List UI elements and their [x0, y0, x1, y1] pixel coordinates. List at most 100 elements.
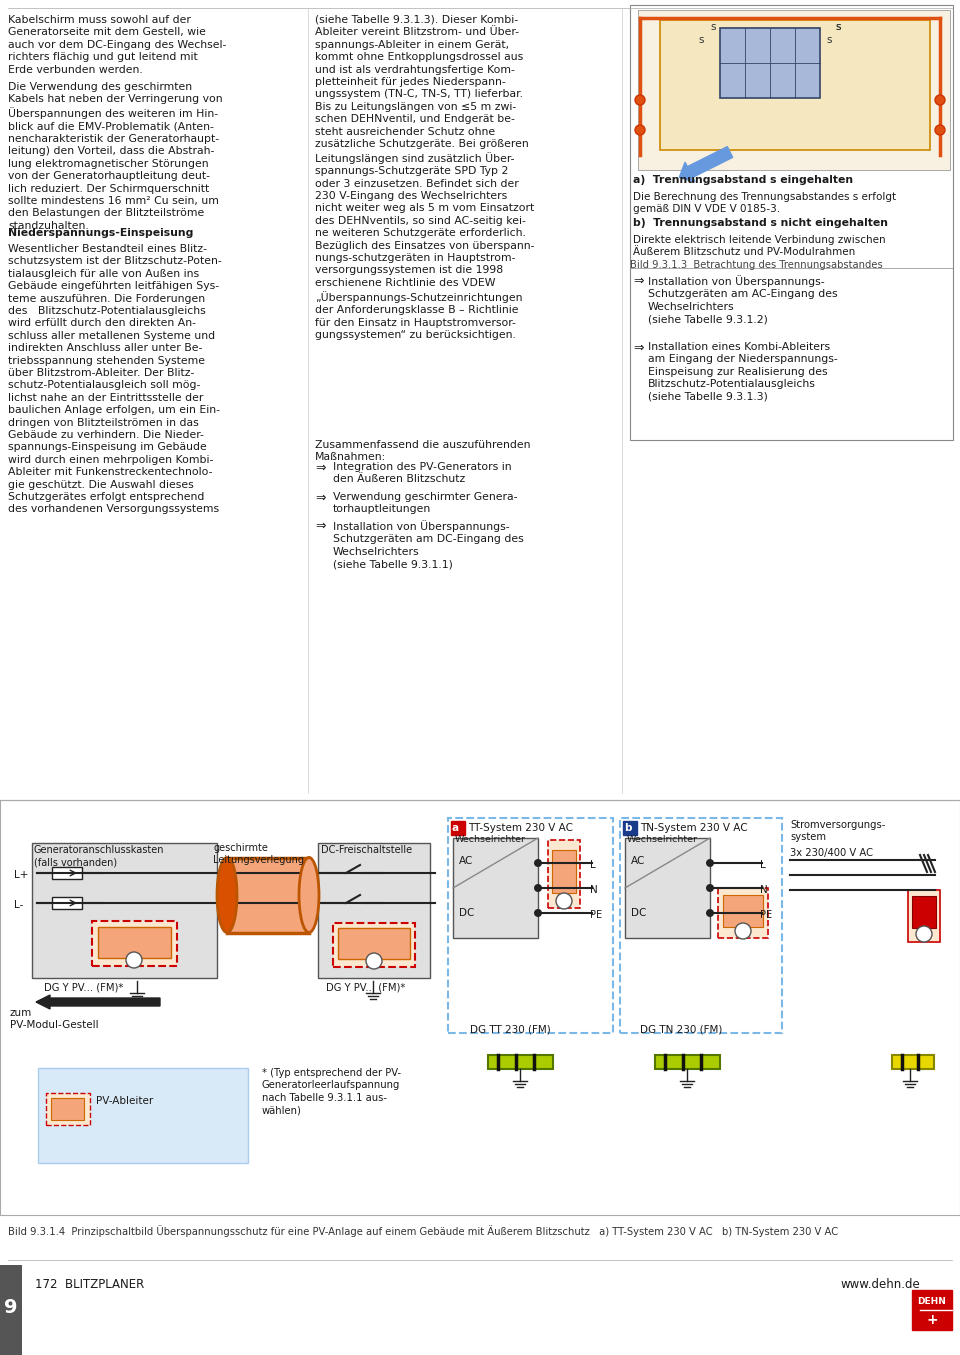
Text: zum: zum [10, 1008, 33, 1018]
Text: Bild 9.3.1.3  Betrachtung des Trennungsabstandes: Bild 9.3.1.3 Betrachtung des Trennungsab… [630, 260, 883, 270]
Text: 1: 1 [371, 954, 377, 963]
Circle shape [534, 883, 542, 892]
Text: Wesentlicher Bestandteil eines Blitz-
schutzsystem ist der Blitzschutz-Poten-
ti: Wesentlicher Bestandteil eines Blitz- sc… [8, 244, 222, 515]
Text: L: L [760, 860, 766, 870]
Bar [912, 896, 936, 928]
Bar [38, 1068, 248, 1163]
Text: * (Typ entsprechend der PV-
Generatorleerlaufspannung
nach Tabelle 9.3.1.1 aus-
: * (Typ entsprechend der PV- Generatorlee… [262, 1068, 401, 1115]
Bar [92, 921, 177, 966]
Text: DEHN: DEHN [918, 1297, 947, 1306]
Bar [623, 821, 637, 835]
Text: Installation von Überspannungs-
Schutzgeräten am DC-Eingang des
Wechselrichters
: Installation von Überspannungs- Schutzge… [333, 520, 524, 569]
Bar [630, 5, 953, 440]
Text: a)  Trennungsabstand s eingehalten: a) Trennungsabstand s eingehalten [633, 175, 853, 186]
Bar [98, 927, 171, 958]
Text: s: s [826, 35, 831, 45]
Bar [448, 818, 613, 1033]
Text: ⇒: ⇒ [633, 275, 643, 289]
Text: Direkte elektrisch leitende Verbindung zwischen
Äußerem Blitzschutz und PV-Modul: Direkte elektrisch leitende Verbindung z… [633, 234, 886, 257]
Text: PE: PE [590, 911, 602, 920]
Text: Verwendung geschirmter Genera-
torhauptleitungen: Verwendung geschirmter Genera- torhauptl… [333, 492, 517, 515]
Ellipse shape [217, 858, 237, 932]
Bar [338, 928, 410, 959]
Text: 172  BLITZPLANER: 172 BLITZPLANER [35, 1278, 144, 1291]
Bar [52, 897, 82, 909]
Text: Die Berechnung des Trennungsabstandes s erfolgt
gemäß DIN V VDE V 0185-3.: Die Berechnung des Trennungsabstandes s … [633, 192, 896, 214]
FancyArrow shape [36, 995, 160, 1009]
Bar [548, 840, 580, 908]
Bar [453, 837, 538, 938]
Circle shape [735, 923, 751, 939]
Bar [892, 1056, 934, 1069]
Text: DC-Freischaltstelle: DC-Freischaltstelle [321, 846, 412, 855]
Text: Stromversorgungs-
system: Stromversorgungs- system [790, 820, 885, 843]
Text: +: + [926, 1313, 938, 1327]
Bar [655, 1056, 720, 1069]
Bar [552, 850, 576, 893]
Bar [318, 843, 430, 978]
Bar [52, 867, 82, 879]
Circle shape [706, 859, 714, 867]
Text: Kabelschirm muss sowohl auf der
Generatorseite mit dem Gestell, wie
auch vor dem: Kabelschirm muss sowohl auf der Generato… [8, 15, 227, 75]
FancyArrow shape [680, 146, 732, 182]
Text: Die Verwendung des geschirmten
Kabels hat neben der Verringerung von
Überspannun: Die Verwendung des geschirmten Kabels ha… [8, 83, 223, 230]
Text: Niederspannungs-Einspeisung: Niederspannungs-Einspeisung [8, 228, 193, 238]
Text: Wechselrichter: Wechselrichter [627, 835, 698, 844]
Text: TT-System 230 V AC: TT-System 230 V AC [468, 822, 573, 833]
Bar [51, 1098, 84, 1121]
Bar [720, 28, 820, 98]
Text: b: b [624, 822, 632, 833]
Text: s: s [698, 35, 704, 45]
Bar [46, 1093, 90, 1125]
Bar [333, 923, 415, 967]
Text: Installation eines Kombi-Ableiters
am Eingang der Niederspannungs-
Einspeisung z: Installation eines Kombi-Ableiters am Ei… [648, 341, 838, 401]
Text: s: s [835, 22, 841, 33]
Bar [0, 1266, 22, 1355]
Bar [32, 843, 217, 978]
Text: N: N [590, 885, 598, 896]
Text: (siehe Tabelle 9.3.1.3). Dieser Kombi-
Ableiter vereint Blitzstrom- und Über-
sp: (siehe Tabelle 9.3.1.3). Dieser Kombi- A… [315, 15, 535, 340]
Bar [620, 818, 782, 1033]
Text: L-: L- [14, 900, 23, 911]
Text: 3x 230/400 V AC: 3x 230/400 V AC [790, 848, 873, 858]
Circle shape [556, 893, 572, 909]
Text: geschirmte
Leitungsverlegung: geschirmte Leitungsverlegung [213, 843, 304, 866]
Circle shape [935, 125, 945, 136]
Text: DC: DC [631, 908, 646, 917]
Text: DG TN 230 (FM): DG TN 230 (FM) [640, 1024, 722, 1034]
Circle shape [635, 125, 645, 136]
Text: s: s [835, 22, 841, 33]
Circle shape [935, 95, 945, 104]
Text: ⇒: ⇒ [315, 492, 325, 505]
Text: DG Y PV... (FM)*: DG Y PV... (FM)* [326, 982, 405, 993]
Bar [638, 9, 950, 169]
Bar [912, 1290, 952, 1331]
Text: www.dehn.de: www.dehn.de [840, 1278, 920, 1291]
Text: L: L [590, 860, 596, 870]
Text: 2: 2 [561, 894, 567, 904]
Text: 1: 1 [131, 953, 137, 963]
Circle shape [126, 953, 142, 967]
Bar [908, 890, 940, 942]
Text: 9: 9 [4, 1298, 17, 1317]
Text: ⇒: ⇒ [315, 462, 325, 476]
Text: AC: AC [459, 856, 473, 866]
Text: Integration des PV-Generators in
den Äußeren Blitzschutz: Integration des PV-Generators in den Äuß… [333, 462, 512, 484]
Bar [718, 888, 768, 938]
Text: DC: DC [459, 908, 474, 917]
Circle shape [706, 883, 714, 892]
Text: Generatoranschlusskasten
(falls vorhanden): Generatoranschlusskasten (falls vorhande… [34, 846, 164, 867]
Text: 3: 3 [740, 924, 746, 934]
Text: Bild 9.3.1.4  Prinzipschaltbild Überspannungsschutz für eine PV-Anlage auf einem: Bild 9.3.1.4 Prinzipschaltbild Überspann… [8, 1225, 838, 1237]
Text: PE: PE [760, 911, 772, 920]
Bar [660, 20, 930, 150]
Text: L+: L+ [14, 870, 29, 879]
Circle shape [635, 95, 645, 104]
Text: b)  Trennungsabstand s nicht eingehalten: b) Trennungsabstand s nicht eingehalten [633, 218, 888, 228]
Text: s: s [710, 22, 715, 33]
Text: TN-System 230 V AC: TN-System 230 V AC [640, 822, 748, 833]
Text: Installation von Überspannungs-
Schutzgeräten am AC-Eingang des
Wechselrichters
: Installation von Überspannungs- Schutzge… [648, 275, 838, 324]
Text: AC: AC [631, 856, 645, 866]
Circle shape [366, 953, 382, 969]
Circle shape [534, 909, 542, 917]
